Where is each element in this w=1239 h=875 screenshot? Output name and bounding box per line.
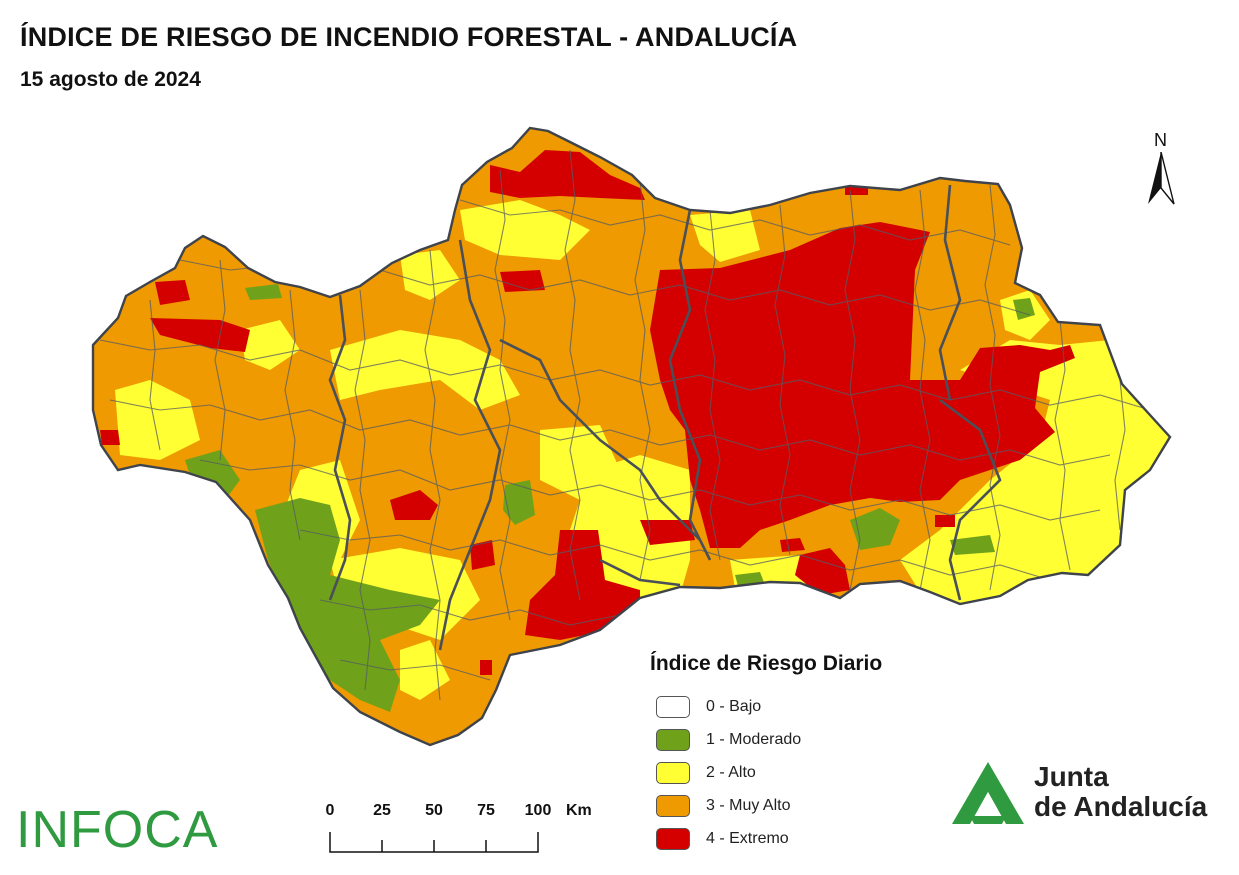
- legend-swatch: [656, 695, 690, 718]
- scale-bar: 0 25 50 75 100 Km: [322, 800, 622, 860]
- provincial-borders: [328, 184, 1002, 651]
- map-title: ÍNDICE DE RIESGO DE INCENDIO FORESTAL - …: [20, 22, 798, 52]
- legend-swatch: [656, 761, 690, 784]
- legend-item-alto: 2 - Alto: [650, 756, 882, 789]
- scale-tick-label: 75: [477, 802, 495, 819]
- scale-unit-label: Km: [566, 802, 592, 819]
- junta-line-1: Junta: [1034, 761, 1109, 792]
- legend-label: 1 - Moderado: [706, 730, 802, 748]
- andalucia-outline: [91, 126, 1172, 747]
- legend-item-extremo: 4 - Extremo: [650, 822, 882, 855]
- scale-tick-label: 50: [425, 802, 443, 819]
- legend-item-muy-alto: 3 - Muy Alto: [650, 789, 882, 822]
- municipal-borders: [99, 149, 1151, 701]
- legend-title: Índice de Riesgo Diario: [650, 652, 883, 675]
- legend-label: 0 - Bajo: [706, 697, 762, 715]
- legend-label: 2 - Alto: [706, 763, 756, 781]
- north-arrow: N: [1144, 130, 1180, 210]
- legend-label: 4 - Extremo: [706, 829, 789, 847]
- legend-swatch: [656, 827, 690, 850]
- north-label: N: [1154, 130, 1167, 150]
- legend-swatch: [656, 728, 690, 751]
- scale-tick-label: 25: [373, 802, 391, 819]
- infoca-logo: INFOCA: [16, 801, 219, 859]
- scale-tick-label: 0: [325, 802, 335, 819]
- map-date: 15 agosto de 2024: [20, 68, 201, 91]
- zones-extremo: [100, 150, 1075, 675]
- legend: Índice de Riesgo Diario 0 - Bajo 1 - Mod…: [650, 652, 882, 855]
- legend-swatch: [656, 794, 690, 817]
- legend-item-bajo: 0 - Bajo: [650, 690, 882, 723]
- junta-de-andalucia-logo-text: Junta de Andalucía: [1034, 762, 1207, 822]
- legend-label: 3 - Muy Alto: [706, 796, 791, 814]
- scale-bar-graphic: [329, 832, 539, 853]
- junta-de-andalucia-logo-icon: [952, 762, 1024, 824]
- north-arrow-icon: [1148, 152, 1175, 205]
- junta-line-2: de Andalucía: [1034, 791, 1208, 822]
- scale-tick-label: 100: [524, 802, 552, 819]
- legend-item-moderado: 1 - Moderado: [650, 723, 882, 756]
